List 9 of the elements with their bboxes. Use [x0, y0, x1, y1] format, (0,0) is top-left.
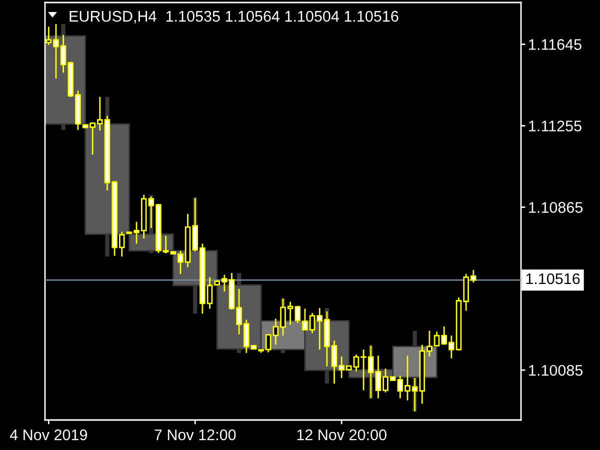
- y-tick-label: 1.10085: [529, 364, 583, 376]
- y-tick-label: 1.10865: [529, 202, 583, 213]
- y-tick-label: 1.11255: [529, 120, 582, 132]
- ref-line-label: 1.10516: [526, 273, 580, 284]
- chart-title: EURUSD,H4 1.10535 1.10564 1.10504 1.10516: [70, 10, 398, 24]
- y-tick-label: 1.11645: [529, 39, 582, 50]
- x-tick-label: 4 Nov 2019: [10, 429, 88, 440]
- x-tick-label: 7 Nov 12:00: [154, 429, 236, 440]
- x-tick-label: 12 Nov 20:00: [297, 429, 386, 440]
